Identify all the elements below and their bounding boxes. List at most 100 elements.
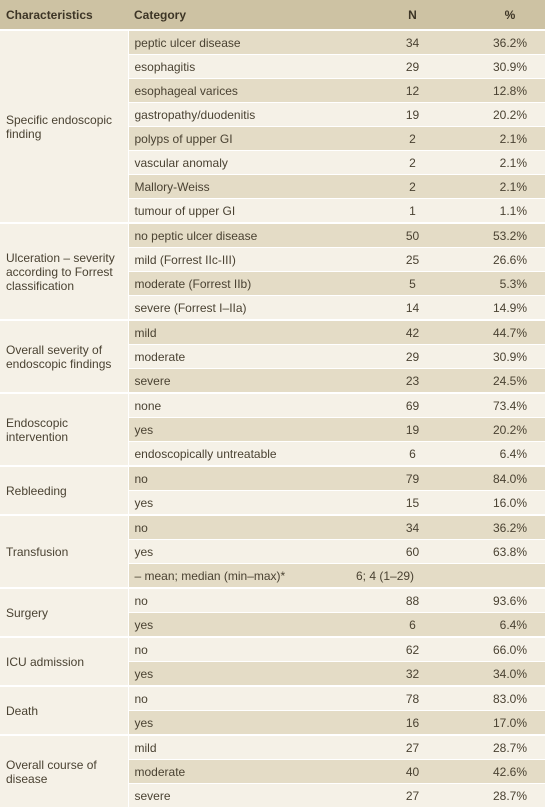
percent-cell: 2.1% [475,174,545,199]
percent-cell: 6.4% [475,441,545,467]
n-cell: 15 [350,490,475,516]
n-cell: 34 [350,515,475,540]
percent-cell: 12.8% [475,78,545,103]
header-cell: Category [128,0,350,31]
percent-cell: 73.4% [475,393,545,418]
n-cell: 14 [350,295,475,321]
percent-cell: 26.6% [475,247,545,272]
n-cell: 78 [350,686,475,711]
table-row: endoscopically untreatable 6 6.4% [0,441,545,467]
percent-cell: 53.2% [475,223,545,248]
table-row: moderate 29 30.9% [0,344,545,369]
category-cell: endoscopically untreatable [128,441,350,467]
category-cell: gastropathy/duodenitis [128,102,350,127]
n-cell: 25 [350,247,475,272]
table-row: Death no 78 83.0% [0,686,545,736]
group-label: Overall severity of endoscopic findings [0,320,129,394]
percent-cell: 5.3% [475,271,545,296]
category-cell: yes [128,612,350,638]
category-cell: yes [128,539,350,564]
percent-cell: 36.2% [475,515,545,540]
category-cell: severe [128,368,350,394]
category-cell: no [128,466,350,491]
percent-cell: 1.1% [475,198,545,224]
table-row: mild (Forrest IIc-III) 25 26.6% [0,247,545,272]
n-cell: 5 [350,271,475,296]
category-cell: yes [128,661,350,687]
table-row: Specific endoscopic finding peptic ulcer … [0,30,545,224]
percent-cell: 2.1% [475,150,545,175]
category-cell: esophageal varices [128,78,350,103]
n-cell: 29 [350,344,475,369]
table-row: vascular anomaly 2 2.1% [0,150,545,175]
percent-cell: 83.0% [475,686,545,711]
table-row: yes 19 20.2% [0,417,545,442]
n-cell: 32 [350,661,475,687]
n-cell: 2 [350,126,475,151]
header-cell: % [475,0,545,31]
n-cell: 40 [350,759,475,784]
table-row: Transfusion no 34 36.2% [0,515,545,589]
percent-cell: 20.2% [475,417,545,442]
header-cell: N [350,0,475,31]
table-row: Surgery no 88 93.6% [0,588,545,638]
category-cell: peptic ulcer disease [128,30,350,55]
table-row: Overall course of disease mild 27 28.7% [0,735,545,809]
percent-cell: 30.9% [475,54,545,79]
category-cell: tumour of upper GI [128,198,350,224]
n-cell: 62 [350,637,475,662]
percent-cell: 30.9% [475,344,545,369]
n-cell: 27 [350,783,475,809]
category-cell: none [128,393,350,418]
group-label: Transfusion [0,515,129,589]
n-cell: 2 [350,150,475,175]
table-row: yes 32 34.0% [0,661,545,687]
n-cell: 19 [350,102,475,127]
table-body: Specific endoscopic finding peptic ulcer … [0,30,545,809]
group-label: ICU admission [0,637,129,687]
category-cell: moderate [128,344,350,369]
table-row: esophagitis 29 30.9% [0,54,545,79]
category-cell: yes [128,417,350,442]
table-row: moderate (Forrest IIb) 5 5.3% [0,271,545,296]
percent-cell: 28.7% [475,783,545,809]
percent-cell: 28.7% [475,735,545,760]
category-cell: mild (Forrest IIc-III) [128,247,350,272]
n-cell: 60 [350,539,475,564]
percent-cell: 42.6% [475,759,545,784]
percent-cell: 2.1% [475,126,545,151]
table-row: moderate 40 42.6% [0,759,545,784]
category-cell: moderate [128,759,350,784]
table-row: Mallory-Weiss 2 2.1% [0,174,545,199]
group-label: Rebleeding [0,466,129,516]
category-cell: severe (Forrest I–IIa) [128,295,350,321]
group-label: Endoscopic intervention [0,393,129,467]
n-cell: 6 [350,612,475,638]
percent-cell: 93.6% [475,588,545,613]
percent-cell: 84.0% [475,466,545,491]
n-cell: 69 [350,393,475,418]
table-row: – mean; median (min–max)* 6; 4 (1–29) [0,563,545,589]
category-cell: vascular anomaly [128,150,350,175]
category-cell: no [128,588,350,613]
n-cell: 29 [350,54,475,79]
n-cell: 23 [350,368,475,394]
table-row: polyps of upper GI 2 2.1% [0,126,545,151]
n-cell: 88 [350,588,475,613]
percent-cell: 14.9% [475,295,545,321]
category-cell: no [128,515,350,540]
table-row: Endoscopic intervention none 69 73.4% [0,393,545,467]
table-row: gastropathy/duodenitis 19 20.2% [0,102,545,127]
table-row: esophageal varices 12 12.8% [0,78,545,103]
n-cell: 12 [350,78,475,103]
table-row: ICU admission no 62 66.0% [0,637,545,687]
category-cell: no peptic ulcer disease [128,223,350,248]
table-row: yes 16 17.0% [0,710,545,736]
group-label: Overall course of disease [0,735,129,809]
table-row: tumour of upper GI 1 1.1% [0,198,545,224]
category-cell: esophagitis [128,54,350,79]
n-cell: 19 [350,417,475,442]
n-cell: 6 [350,441,475,467]
n-cell: 34 [350,30,475,55]
